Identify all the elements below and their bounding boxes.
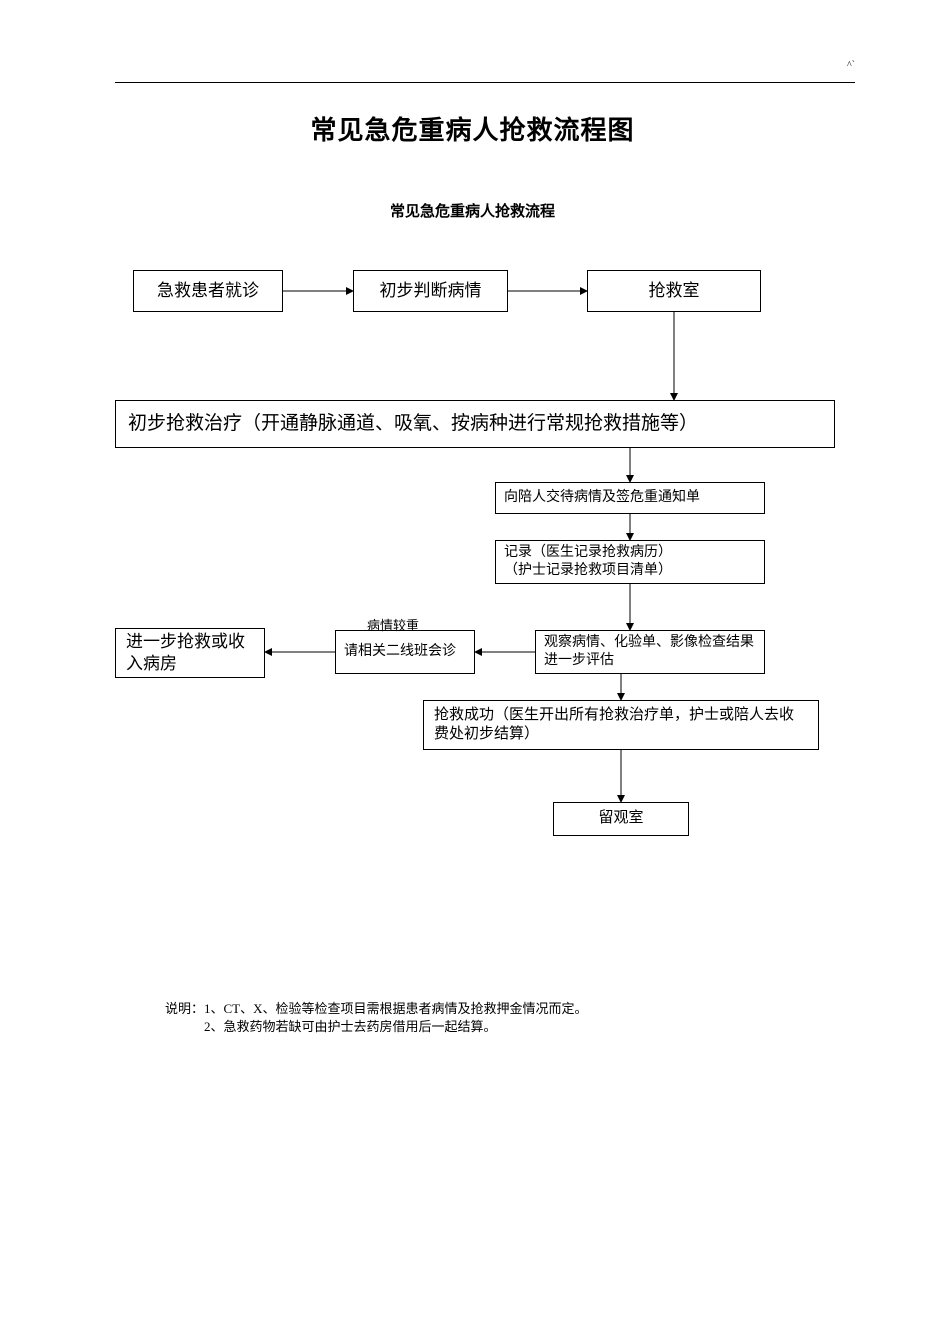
page-mark: ^` — [847, 60, 855, 71]
flow-node-n2: 初步判断病情 — [353, 270, 508, 312]
flow-node-n11: 留观室 — [553, 802, 689, 836]
notes-prefix: 说明： — [165, 1001, 204, 1016]
flow-node-n10: 抢救成功（医生开出所有抢救治疗单，护士或陪人去收费处初步结算） — [423, 700, 819, 750]
flow-node-n6: 记录（医生记录抢救病历） （护士记录抢救项目清单） — [495, 540, 765, 584]
notes-item-2: 2、急救药物若缺可由护士去药房借用后一起结算。 — [204, 1019, 497, 1034]
notes-block: 说明：1、CT、X、检验等检查项目需根据患者病情及抢救押金情况而定。 说明：2、… — [165, 1000, 588, 1036]
flowchart-canvas: 急救患者就诊 初步判断病情 抢救室初步抢救治疗（开通静脉通道、吸氧、按病种进行常规抢… — [115, 260, 835, 900]
flow-node-n5: 向陪人交待病情及签危重通知单 — [495, 482, 765, 514]
flow-node-n9: 观察病情、化验单、影像检查结果进一步评估 — [535, 630, 765, 674]
flow-node-n7: 进一步抢救或收入病房 — [115, 628, 265, 678]
flow-node-n8: 请相关二线班会诊 — [335, 630, 475, 674]
main-title: 常见急危重病人抢救流程图 — [0, 110, 945, 147]
flow-edge-label: 病情较重 — [367, 615, 419, 634]
flow-node-n1: 急救患者就诊 — [133, 270, 283, 312]
sub-title: 常见急危重病人抢救流程 — [0, 200, 945, 221]
header-rule — [115, 82, 855, 83]
flow-node-n3: 抢救室 — [587, 270, 761, 312]
notes-item-1: 1、CT、X、检验等检查项目需根据患者病情及抢救押金情况而定。 — [204, 1001, 588, 1016]
flow-node-n4: 初步抢救治疗（开通静脉通道、吸氧、按病种进行常规抢救措施等） — [115, 400, 835, 448]
